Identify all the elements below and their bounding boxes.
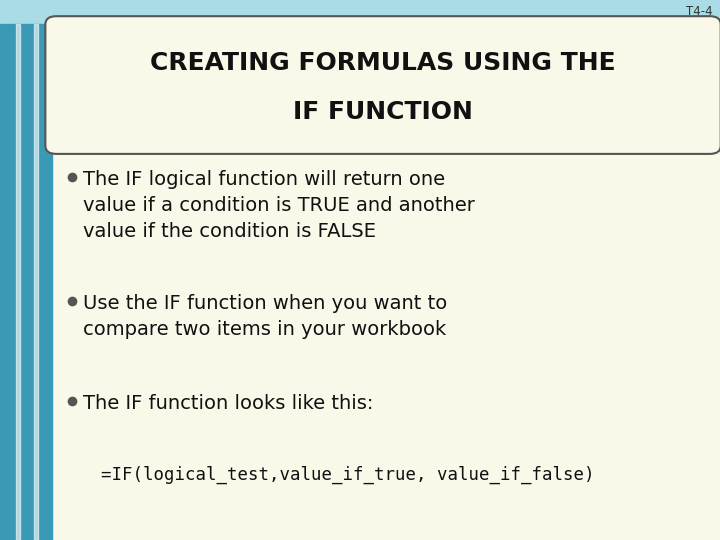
Text: Use the IF function when you want to
compare two items in your workbook: Use the IF function when you want to com… — [83, 294, 447, 339]
Bar — [0, 24, 52, 540]
FancyBboxPatch shape — [45, 16, 720, 154]
Text: The IF logical function will return one
value if a condition is TRUE and another: The IF logical function will return one … — [83, 170, 474, 241]
Text: IF FUNCTION: IF FUNCTION — [293, 100, 473, 124]
Bar — [16, 24, 20, 540]
Text: CREATING FORMULAS USING THE: CREATING FORMULAS USING THE — [150, 51, 616, 75]
Bar — [0, 0, 720, 24]
Text: T4-4: T4-4 — [686, 5, 713, 18]
Text: =IF(logical_test,value_if_true, value_if_false): =IF(logical_test,value_if_true, value_if… — [101, 465, 594, 484]
Bar — [34, 24, 38, 540]
Text: The IF function looks like this:: The IF function looks like this: — [83, 394, 373, 413]
